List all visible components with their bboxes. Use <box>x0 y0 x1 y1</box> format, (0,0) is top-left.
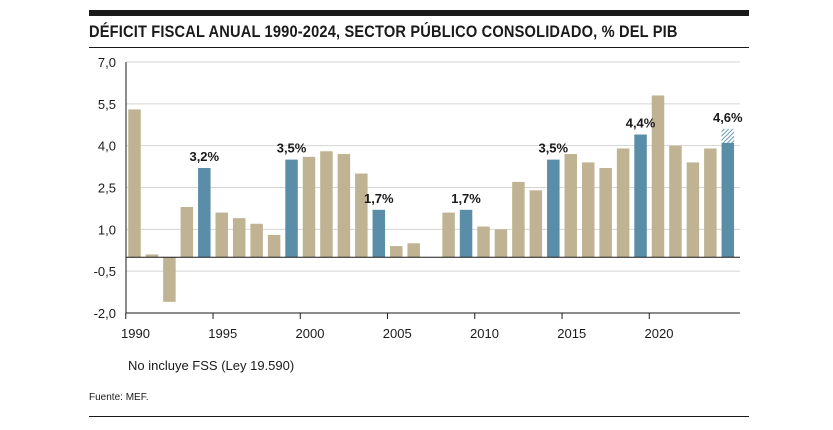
bar-2013 <box>529 190 543 258</box>
data-labels: 3,2% 3,5% 1,7% 1,7% 3,5% 4,4% 4,6% <box>189 110 743 206</box>
bar-2019 <box>634 134 647 258</box>
data-label-1999: 3,5% <box>277 141 307 156</box>
bar-2011 <box>494 229 508 258</box>
axes: 7,0 5,5 4,0 2,5 1,0 -0,5 -2,0 1990 1995 2000 2005 2… <box>94 55 740 341</box>
data-label-2014: 3,5% <box>538 141 568 156</box>
bar-1993 <box>180 207 194 258</box>
bar-2008 <box>442 212 455 258</box>
bar-1999 <box>285 159 298 258</box>
data-label-2004: 1,7% <box>364 191 394 206</box>
footnote: No incluye FSS (Ley 19.590) <box>128 358 295 373</box>
x-tick-label: 1990 <box>121 326 150 341</box>
bar-1997 <box>250 223 263 258</box>
bar-2001 <box>320 151 333 258</box>
bar-2016 <box>581 162 595 258</box>
x-tick-label: 1995 <box>208 326 237 341</box>
bar-1998 <box>267 234 281 258</box>
bar-2022 <box>686 162 700 258</box>
y-tick-label: -0,5 <box>94 264 116 279</box>
bar-1992 <box>163 257 176 302</box>
bar-2000 <box>302 156 316 258</box>
x-tick-label: 2005 <box>383 326 412 341</box>
bar-2006 <box>407 243 420 258</box>
bars <box>128 95 735 302</box>
y-tick-label: 4,0 <box>98 139 116 154</box>
top-bar <box>89 10 749 16</box>
grid <box>126 61 740 314</box>
bar-2023 <box>704 148 717 258</box>
bar-2005 <box>390 246 403 258</box>
bar-2024 <box>721 128 735 258</box>
bar-2009 <box>459 209 473 258</box>
x-tick-label: 2020 <box>645 326 674 341</box>
bar-2002 <box>337 154 351 258</box>
x-tick-label: 2015 <box>557 326 586 341</box>
data-label-1994: 3,2% <box>189 149 219 164</box>
y-tick-label: 1,0 <box>98 222 116 237</box>
bar-2020 <box>651 95 665 258</box>
bar-2012 <box>512 181 525 258</box>
bar-2018 <box>616 148 630 258</box>
bar-1991 <box>145 254 159 258</box>
bottom-rule <box>89 416 749 417</box>
bar-1990 <box>128 109 141 258</box>
y-tick-label: 5,5 <box>98 97 116 112</box>
bar-1995 <box>215 212 228 258</box>
chart-title: DÉFICIT FISCAL ANUAL 1990-2024, SECTOR P… <box>89 22 678 41</box>
bar-2010 <box>477 226 490 258</box>
y-tick-label: 7,0 <box>98 55 116 70</box>
x-tick-label: 2000 <box>296 326 325 341</box>
bar-2021 <box>669 145 682 258</box>
y-tick-label: -2,0 <box>94 306 116 321</box>
bar-2014 <box>547 159 560 258</box>
bar-2004 <box>372 209 386 258</box>
bar-1996 <box>232 218 246 258</box>
bar-hatched-2024 <box>721 128 735 143</box>
y-tick-label: 2,5 <box>98 181 116 196</box>
bar-2017 <box>599 167 612 258</box>
bar-1994 <box>198 167 211 258</box>
title-rule <box>89 47 749 48</box>
bar-2015 <box>564 154 577 258</box>
bar-2003 <box>355 173 368 258</box>
x-tick-label: 2010 <box>470 326 499 341</box>
data-label-2019: 4,4% <box>626 116 656 131</box>
data-label-2024: 4,6% <box>713 110 743 125</box>
source-note: Fuente: MEF. <box>89 392 149 403</box>
data-label-2009: 1,7% <box>451 191 481 206</box>
